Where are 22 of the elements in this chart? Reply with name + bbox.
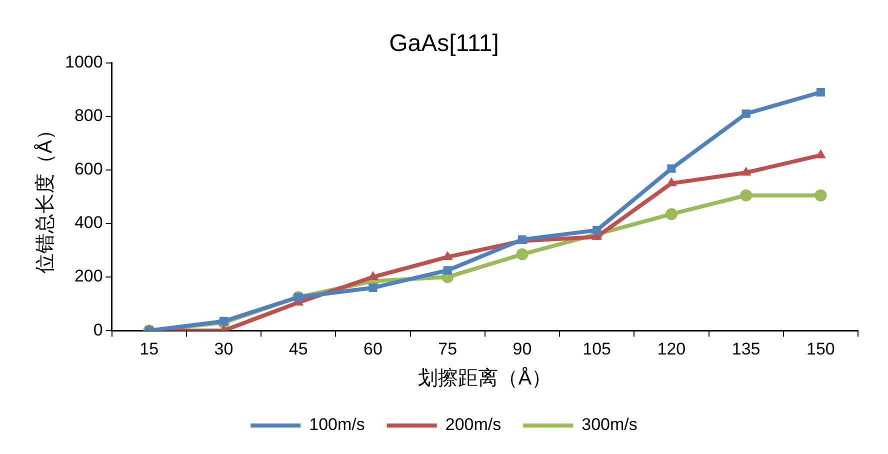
legend-label: 100m/s: [309, 415, 365, 434]
y-tick-label: 600: [74, 160, 103, 179]
y-tick-label: 0: [93, 320, 103, 340]
legend-label: 300m/s: [582, 415, 638, 434]
y-tick-label: 800: [74, 106, 103, 126]
x-tick-label: 135: [732, 339, 760, 358]
x-tick-label: 15: [140, 339, 159, 358]
y-tick-label: 200: [74, 266, 103, 286]
x-tick-label: 60: [364, 339, 382, 358]
x-axis-title: 划擦距离（Å）: [418, 366, 552, 390]
chart-title: GaAs[111]: [389, 30, 499, 58]
x-tick-label: 30: [214, 339, 234, 358]
x-tick-label: 75: [438, 339, 458, 358]
y-axis-title: 位错总长度（Å）: [34, 120, 57, 274]
x-tick-label: 90: [512, 339, 532, 358]
x-tick-label: 45: [288, 339, 308, 358]
y-tick-label: 1000: [64, 52, 103, 72]
x-tick-label: 150: [806, 339, 835, 358]
y-tick-label: 400: [74, 213, 103, 232]
x-tick-label: 105: [582, 339, 612, 358]
legend-label: 200m/s: [445, 415, 502, 434]
x-tick-label: 120: [657, 339, 686, 358]
